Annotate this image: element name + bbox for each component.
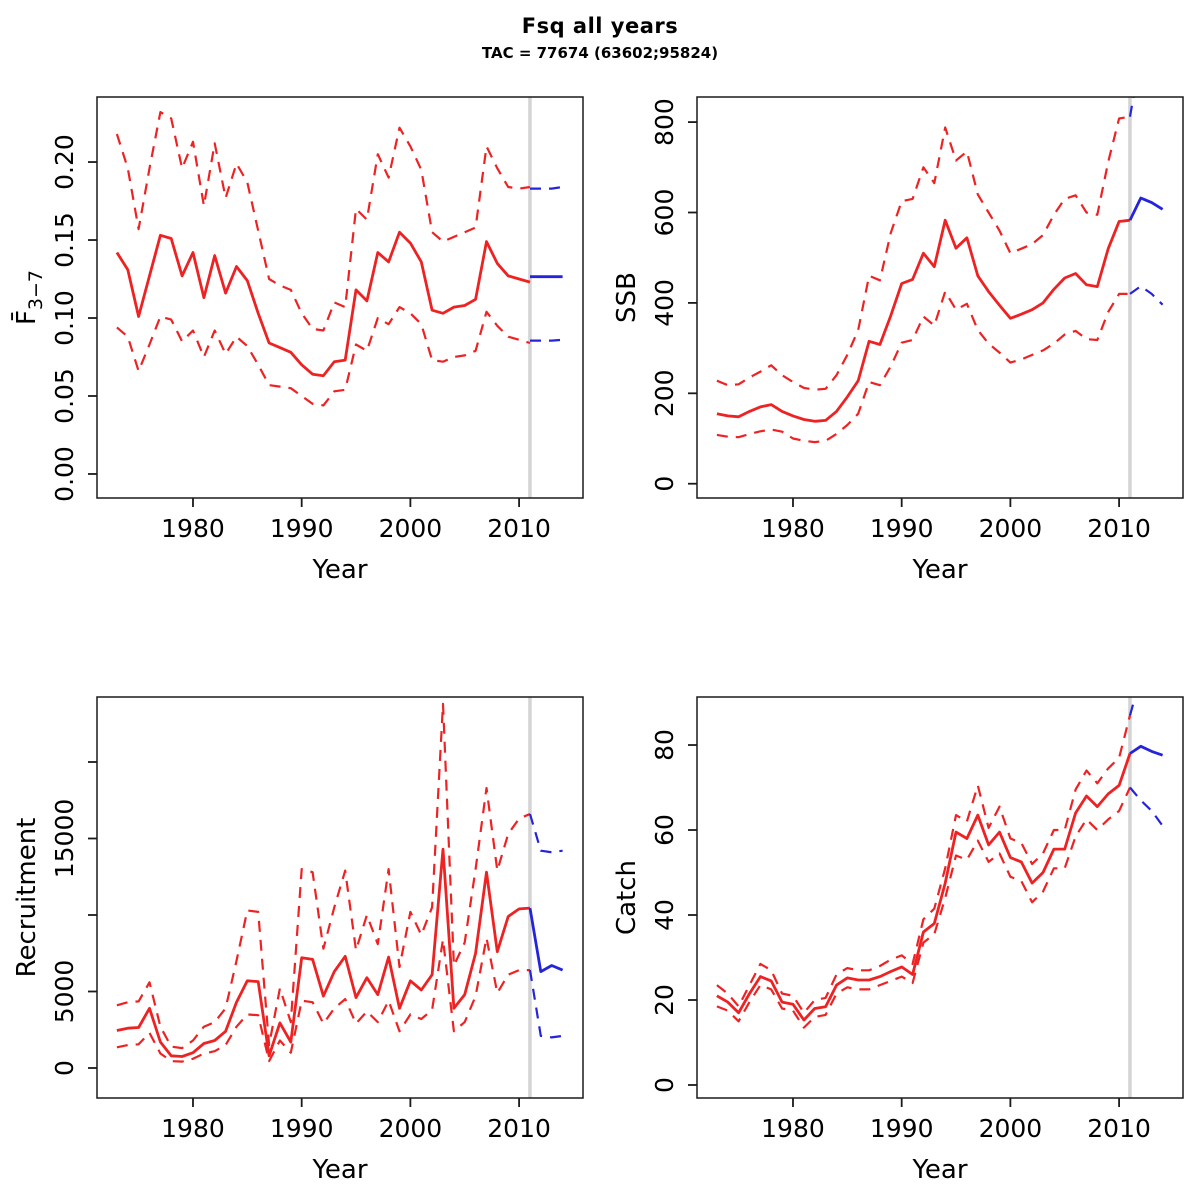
panel-catch-y-axis-title: Catch (612, 860, 642, 935)
panel-fbar-forecast-upper-ci-line (530, 185, 563, 190)
panel-catch-lower-ci-line (716, 787, 1131, 1029)
panel-fbar-y-axis-title: F̄3−7 (10, 270, 47, 325)
panel-ssb-forecast-lower-ci-line (1129, 285, 1164, 306)
panel-recruitment-y-tick-label: 0 (50, 1060, 79, 1076)
panel-ssb-y-tick-label: 800 (650, 98, 679, 146)
panel-recruitment-x-tick-label: 1980 (161, 1114, 225, 1143)
panel-fbar-lower-ci-line (116, 306, 531, 407)
panel-fbar: 1980 1990 2000 2010 0.00 0.05 0.10 0.15 0.20 Year… (10, 96, 584, 585)
panel-recruitment-y-tick-label: 15000 (50, 799, 79, 879)
panel-catch-y-tick-label: 40 (650, 899, 679, 931)
panel-ssb: 1980 1990 2000 2010 0 200 400 600 800 Year SSB (612, 96, 1184, 585)
panel-fbar-y-tick-label: 0.10 (50, 290, 79, 346)
panel-ssb-forecast-median-line (1128, 196, 1164, 221)
panel-catch-x-tick-label: 2010 (1087, 1114, 1151, 1143)
panel-recruitment-forecast-upper-ci-line (528, 813, 563, 854)
panel-fbar-y-tick-label: 0.05 (50, 368, 79, 424)
panel-ssb-lower-ci-line (716, 290, 1130, 444)
panel-recruitment-upper-ci-line (116, 702, 531, 1050)
panel-catch-x-axis-title: Year (911, 1155, 967, 1185)
panel-ssb-y-tick-label: 600 (650, 189, 679, 237)
panel-catch-x-tick-label: 1980 (761, 1114, 825, 1143)
panel-catch-y-tick-label: 0 (650, 1077, 679, 1093)
panel-fbar-plot-box (96, 96, 584, 499)
panel-catch-y-tick-label: 60 (650, 814, 679, 846)
panel-catch-y-tick-label: 20 (650, 984, 679, 1016)
panel-ssb-y-tick-label: 200 (650, 369, 679, 417)
panel-recruitment-x-tick-label: 1990 (270, 1114, 334, 1143)
panel-catch-y-tick-label: 80 (650, 729, 679, 761)
panel-ssb-x-tick-label: 2010 (1087, 514, 1151, 543)
panel-ssb-upper-ci-line (716, 115, 1131, 391)
panel-recruitment-y-tick-label: 5000 (50, 960, 79, 1024)
panel-recruitment-forecast-median-line (528, 907, 564, 973)
panel-ssb-y-axis-title: SSB (612, 272, 642, 323)
panel-recruitment-x-axis-title: Year (311, 1155, 367, 1185)
panel-fbar-x-tick-label: 2000 (379, 514, 443, 543)
panel-catch-forecast-median-line (1129, 744, 1164, 757)
panel-recruitment-x-tick-label: 2000 (379, 1114, 443, 1143)
panel-catch-forecast-upper-ci-line (1128, 697, 1137, 716)
panel-fbar-upper-ci-line (115, 110, 531, 332)
panel-catch-upper-ci-line (716, 715, 1132, 1014)
panel-recruitment-median-line (116, 847, 531, 1058)
panel-ssb-x-tick-label: 1980 (761, 514, 825, 543)
panel-fbar-x-tick-label: 1990 (270, 514, 334, 543)
panel-fbar-median-line (115, 230, 531, 378)
panel-ssb-plot-box (696, 96, 1184, 499)
figure-subtitle: TAC = 77674 (63602;95824) (481, 44, 719, 62)
panel-catch-median-line (716, 753, 1132, 1022)
panel-fbar-y-tick-label: 0.00 (50, 446, 79, 502)
panel-fbar-x-axis-title: Year (311, 555, 367, 585)
panel-ssb-median-line (716, 218, 1131, 423)
panel-ssb-y-tick-label: 0 (650, 476, 679, 492)
panel-ssb-forecast-upper-ci-line (1128, 97, 1135, 117)
panel-recruitment: 1980 1990 2000 2010 0 5000 15000 Year Recruitmen… (12, 696, 584, 1185)
panel-catch-x-tick-label: 1990 (870, 1114, 934, 1143)
panel-recruitment-lower-ci-line (116, 936, 530, 1063)
panel-recruitment-plot-box (96, 696, 584, 1099)
panel-catch: 1980 1990 2000 2010 0 20 40 60 80 Year Catch (612, 696, 1184, 1185)
panel-fbar-x-tick-label: 2010 (487, 514, 551, 543)
panel-fbar-forecast-lower-ci-line (530, 338, 563, 342)
panel-catch-forecast-lower-ci-line (1129, 786, 1164, 827)
panel-catch-plot-box (696, 696, 1184, 1099)
panel-ssb-y-tick-label: 400 (650, 279, 679, 327)
panel-ssb-x-tick-label: 2000 (979, 514, 1043, 543)
panel-catch-x-tick-label: 2000 (979, 1114, 1043, 1143)
figure-title: Fsq all years (521, 14, 679, 38)
panel-fbar-x-tick-label: 1980 (161, 514, 225, 543)
panel-ssb-x-axis-title: Year (911, 555, 967, 585)
panel-recruitment-x-tick-label: 2010 (487, 1114, 551, 1143)
panel-recruitment-y-axis-title: Recruitment (12, 818, 42, 978)
panel-fbar-y-tick-label: 0.20 (50, 134, 79, 190)
panel-ssb-x-tick-label: 1990 (870, 514, 934, 543)
panel-fbar-y-tick-label: 0.15 (50, 212, 79, 268)
panel-recruitment-forecast-lower-ci-line (528, 969, 563, 1039)
